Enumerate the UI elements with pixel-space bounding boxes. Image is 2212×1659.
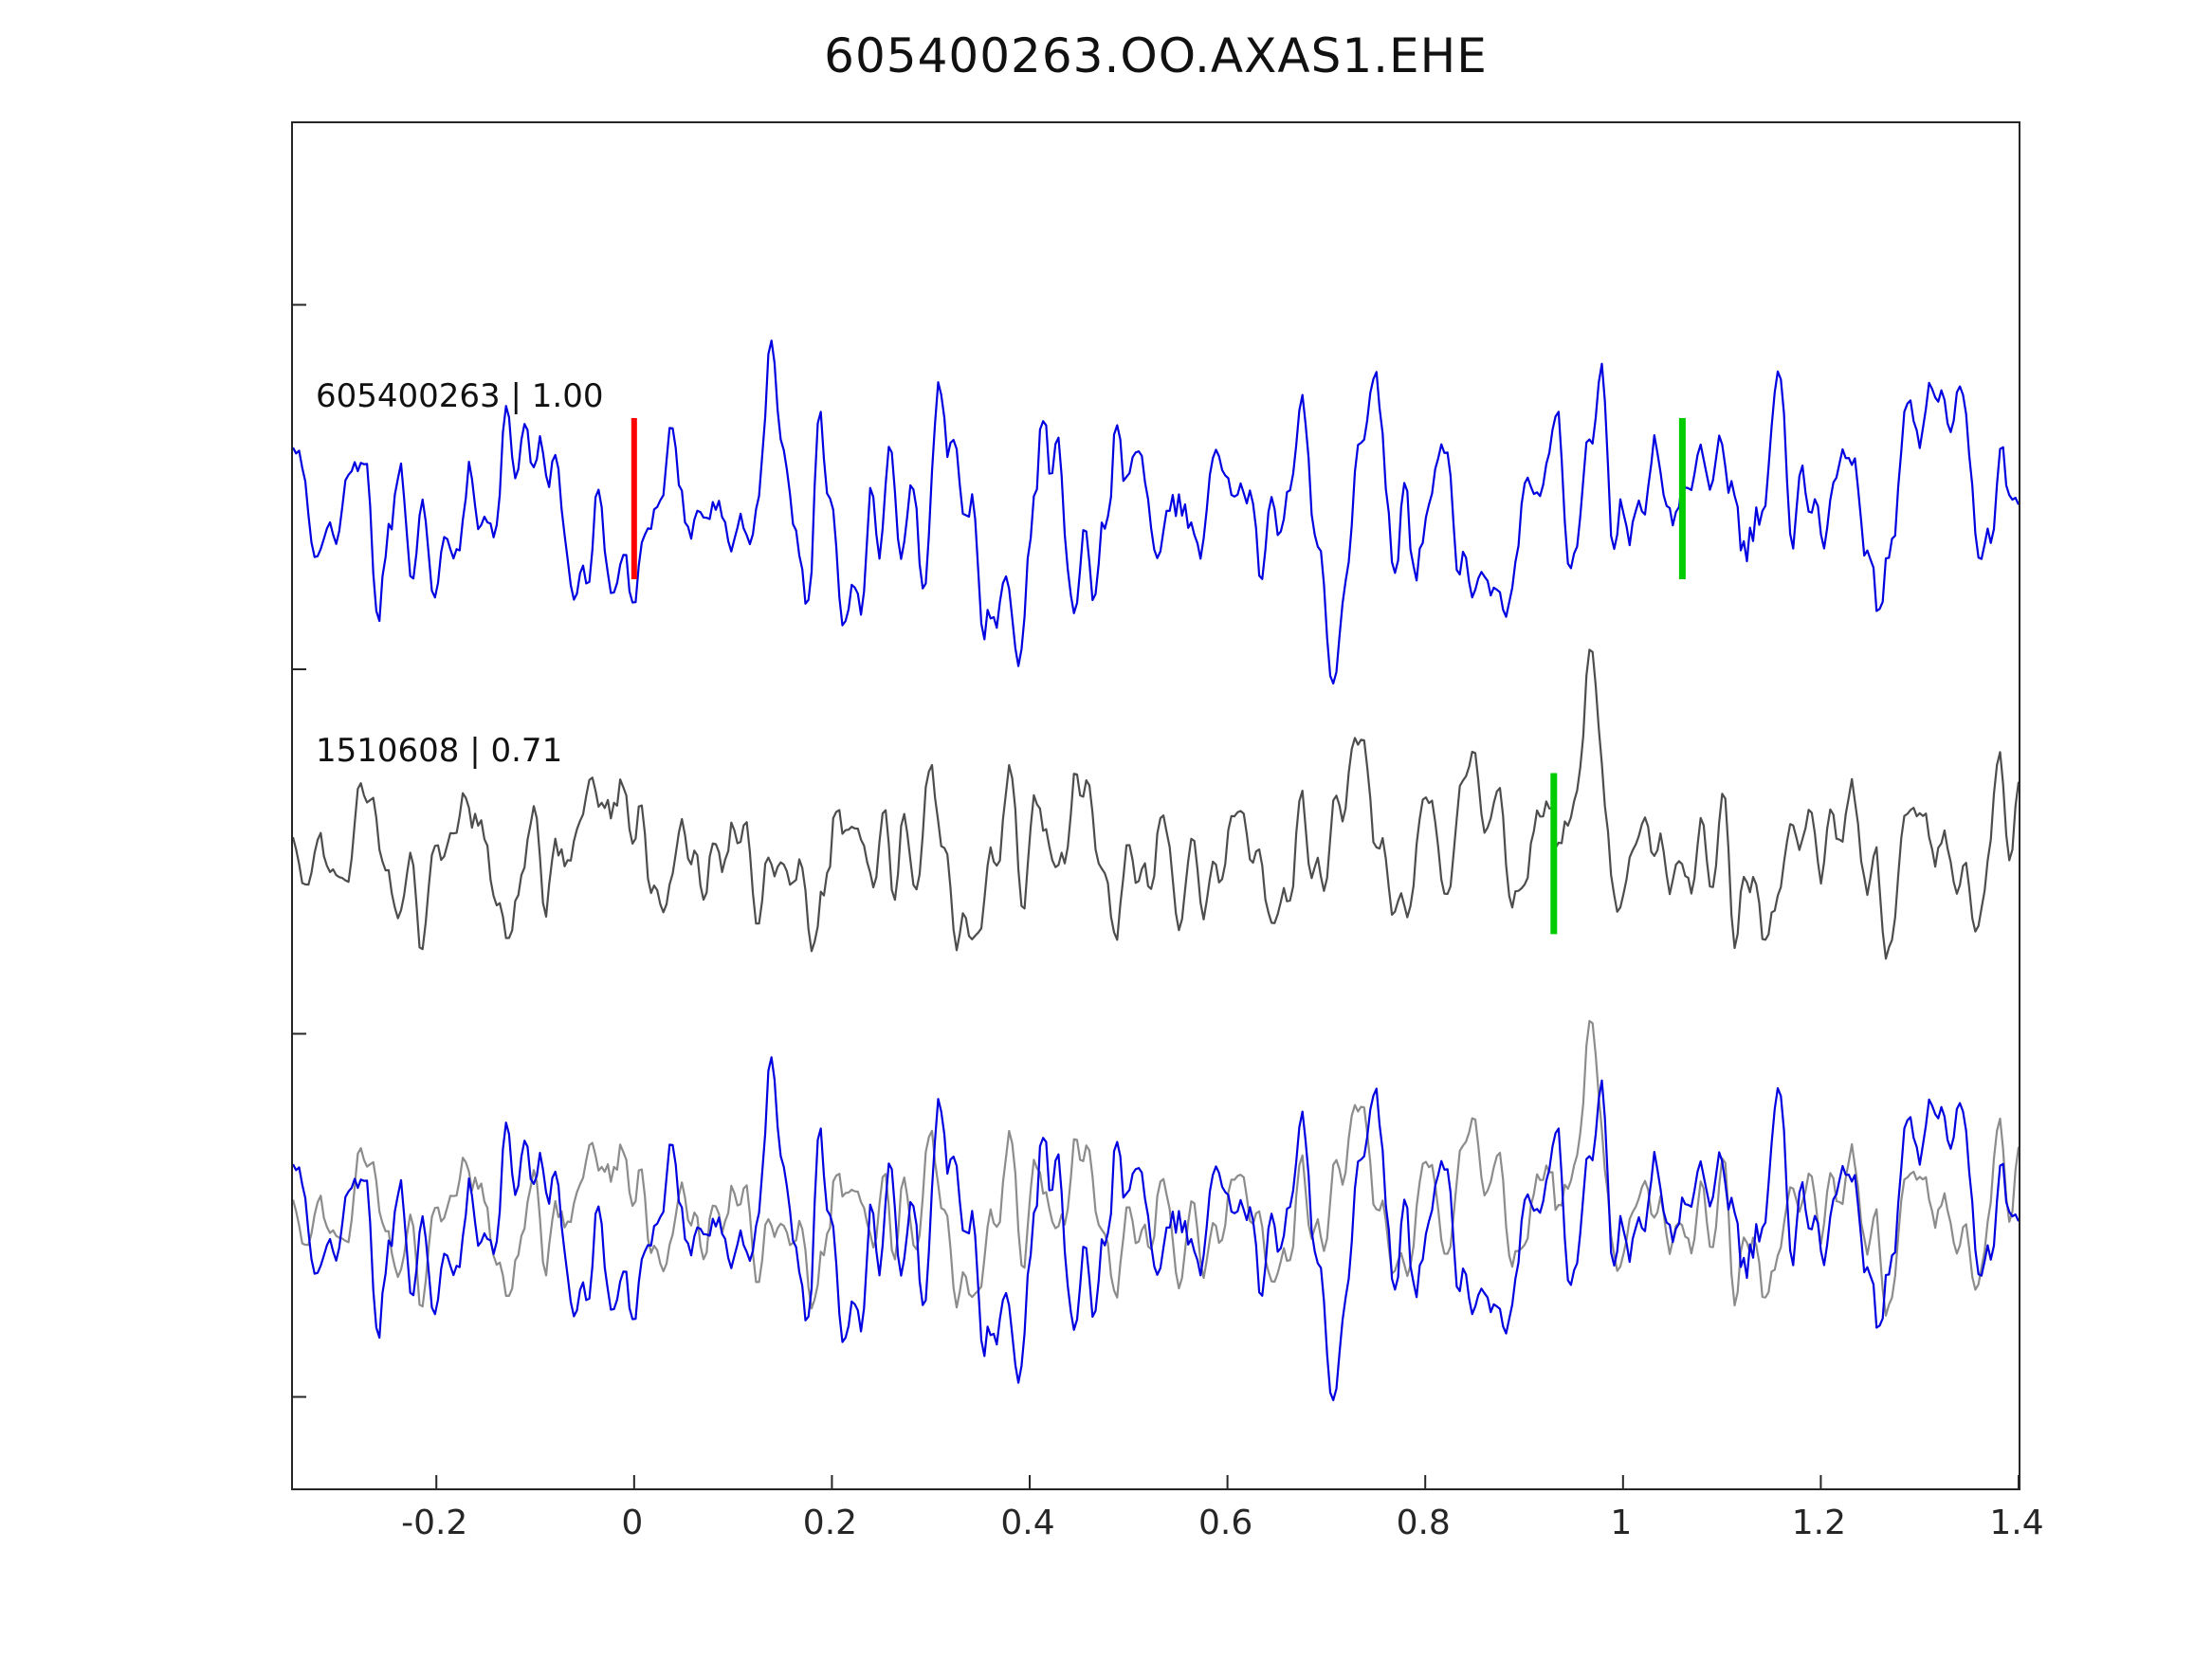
x-tick-label: -0.2 [401,1504,468,1542]
trace-template-605400263 [293,339,2019,685]
x-tick-label: 0.4 [1000,1504,1055,1542]
trace-label: 1510608 | 0.71 [316,732,563,771]
trace-detection-1510608 [293,648,2019,960]
x-tick-label: 0.8 [1396,1504,1451,1542]
x-tick-label: 1 [1610,1504,1633,1542]
x-tick-label: 1.4 [1989,1504,2044,1542]
trace-overlay-template-605400263 [293,1056,2019,1402]
trace-label: 605400263 | 1.00 [316,377,604,415]
x-tick-label: 1.2 [1791,1504,1847,1542]
trace-overlay-detection-1510608 [293,1019,2019,1317]
waveform-canvas [293,303,2019,1488]
x-axis-tick-labels: -0.2 0 0.2 0.4 0.6 0.8 1 1.2 1.4 [291,1504,2044,1560]
x-tick-label: 0.2 [802,1504,858,1542]
x-tick-label: 0 [621,1504,644,1542]
plot-area: 605400263 | 1.00 1510608 | 0.71 [291,121,2020,1490]
x-tick-label: 0.6 [1197,1504,1253,1542]
figure-title: 605400263.OO.AXAS1.EHE [824,28,1488,83]
